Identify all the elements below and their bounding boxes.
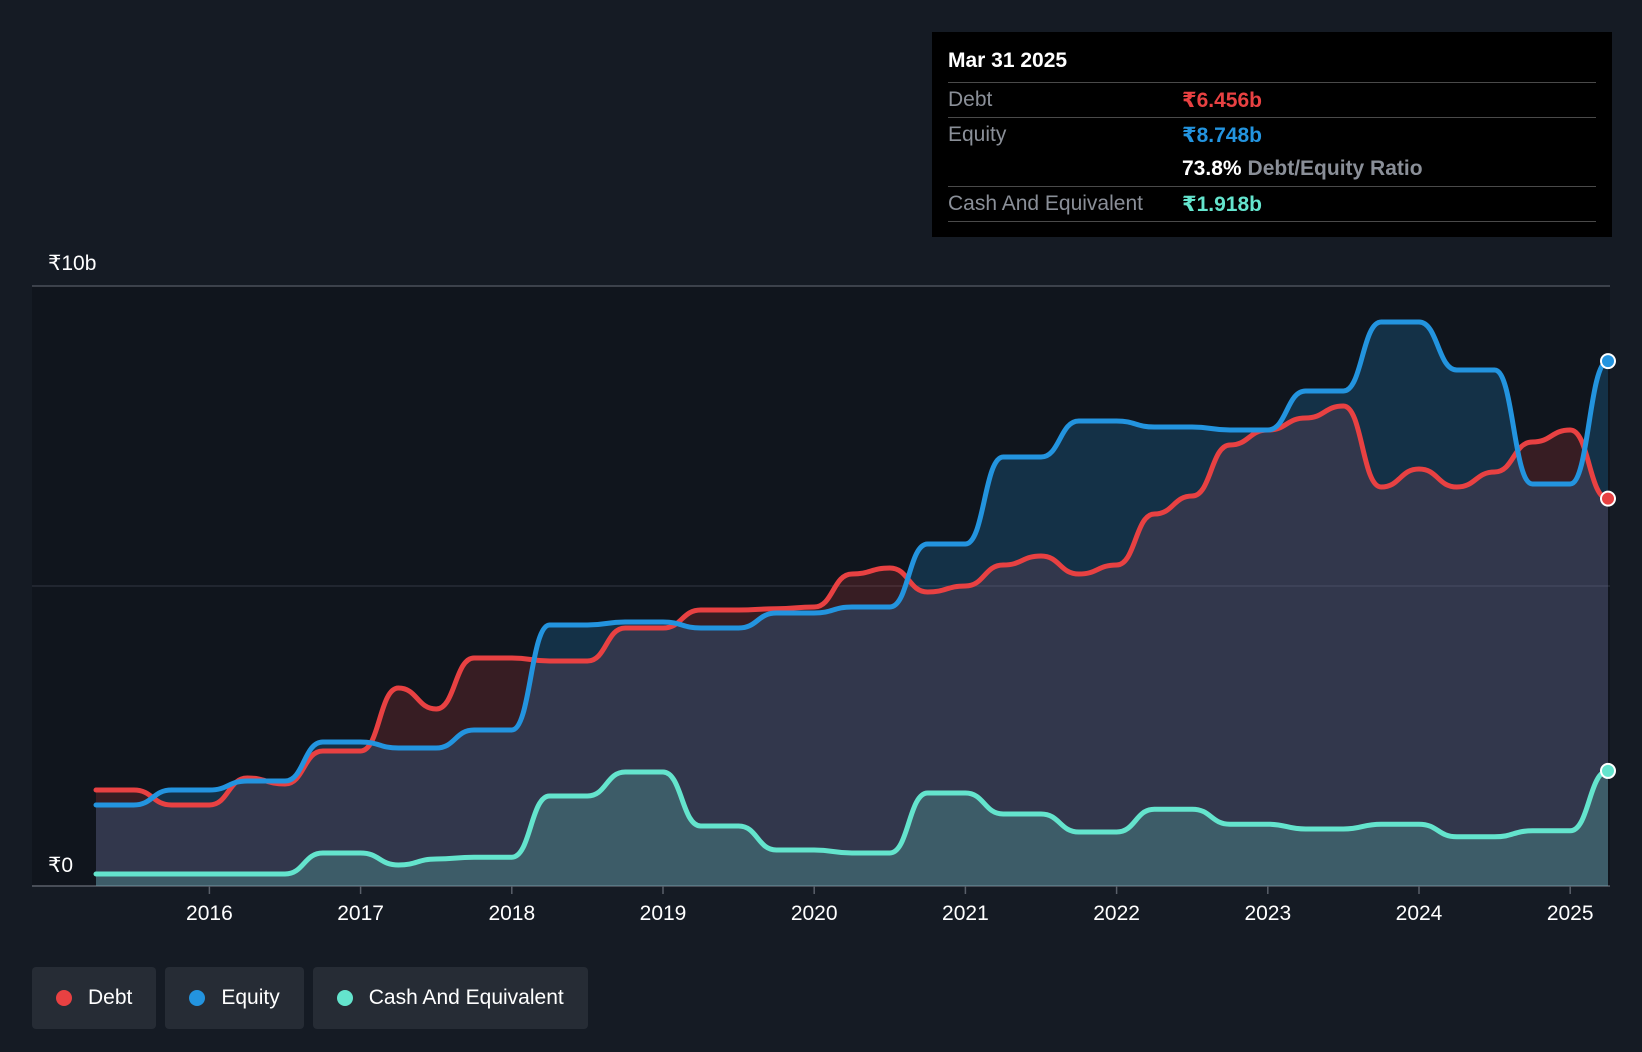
legend-debt-label: Debt	[88, 986, 133, 1009]
x-axis-labels: 2016 2017 2018 2019 2020 2021 2022 2023 2024 2025	[186, 886, 1594, 925]
tooltip-row-cash: Cash And Equivalent ₹1.918b	[948, 186, 1596, 222]
x-tick-label: 2025	[1547, 902, 1594, 925]
legend-item-debt[interactable]: Debt	[32, 967, 157, 1029]
legend-equity-label: Equity	[221, 986, 280, 1009]
series-end-markers	[1600, 353, 1616, 779]
tooltip-row-ratio: 73.8% Debt/Equity Ratio	[948, 152, 1596, 186]
x-tick-label: 2017	[337, 902, 384, 925]
tooltip-row-debt: Debt ₹6.456b	[948, 82, 1596, 117]
x-tick-label: 2021	[942, 902, 989, 925]
legend-cash-dot-icon	[336, 990, 353, 1006]
legend-item-cash[interactable]: Cash And Equivalent	[312, 967, 588, 1029]
tooltip-row-equity: Equity ₹8.748b	[948, 117, 1596, 152]
y-tick-label: ₹10b	[48, 252, 96, 275]
tooltip-debt-value: ₹6.456b	[1182, 88, 1262, 112]
x-tick-label: 2018	[488, 902, 535, 925]
chart-legend: Debt Equity Cash And Equivalent	[32, 967, 588, 1029]
tooltip-debt-label: Debt	[948, 88, 993, 111]
legend-equity-dot-icon	[189, 990, 206, 1006]
area-equity	[96, 322, 1608, 886]
x-tick-label: 2016	[186, 902, 233, 925]
x-tick-label: 2022	[1093, 902, 1140, 925]
tooltip-equity-label: Equity	[948, 123, 1007, 146]
tooltip-ratio-value: 73.8%	[1182, 157, 1242, 180]
series-lines	[93, 319, 1611, 877]
legend-debt-dot-icon	[56, 990, 72, 1006]
hover-tooltip: Mar 31 2025 Debt ₹6.456b Equity ₹8.748b …	[932, 32, 1612, 237]
legend-item-equity[interactable]: Equity	[165, 967, 304, 1029]
y-axis-labels: ₹0 ₹10b	[48, 252, 96, 877]
line-debt	[93, 403, 1611, 808]
gridlines	[32, 285, 1610, 887]
x-tick-label: 2024	[1396, 902, 1443, 925]
end-point-debt	[1600, 490, 1616, 507]
x-tick-label: 2019	[640, 902, 687, 925]
tooltip-equity-value: ₹8.748b	[1182, 123, 1262, 147]
x-tick-label: 2020	[791, 902, 838, 925]
tooltip-cash-value: ₹1.918b	[1182, 192, 1262, 216]
line-equity	[93, 319, 1611, 808]
tooltip-ratio-label: Debt/Equity Ratio	[1247, 157, 1423, 180]
legend-cash-label: Cash And Equivalent	[368, 986, 564, 1009]
area-debt	[96, 406, 1608, 886]
x-tick-label: 2023	[1244, 902, 1291, 925]
end-point-equity	[1600, 353, 1616, 370]
line-cash-and-equivalent	[93, 768, 1611, 877]
tooltip-cash-label: Cash And Equivalent	[948, 192, 1143, 215]
tooltip-date: Mar 31 2025	[948, 49, 1068, 72]
end-point-cash-and-equivalent	[1600, 762, 1616, 779]
y-tick-label: ₹0	[48, 854, 73, 877]
